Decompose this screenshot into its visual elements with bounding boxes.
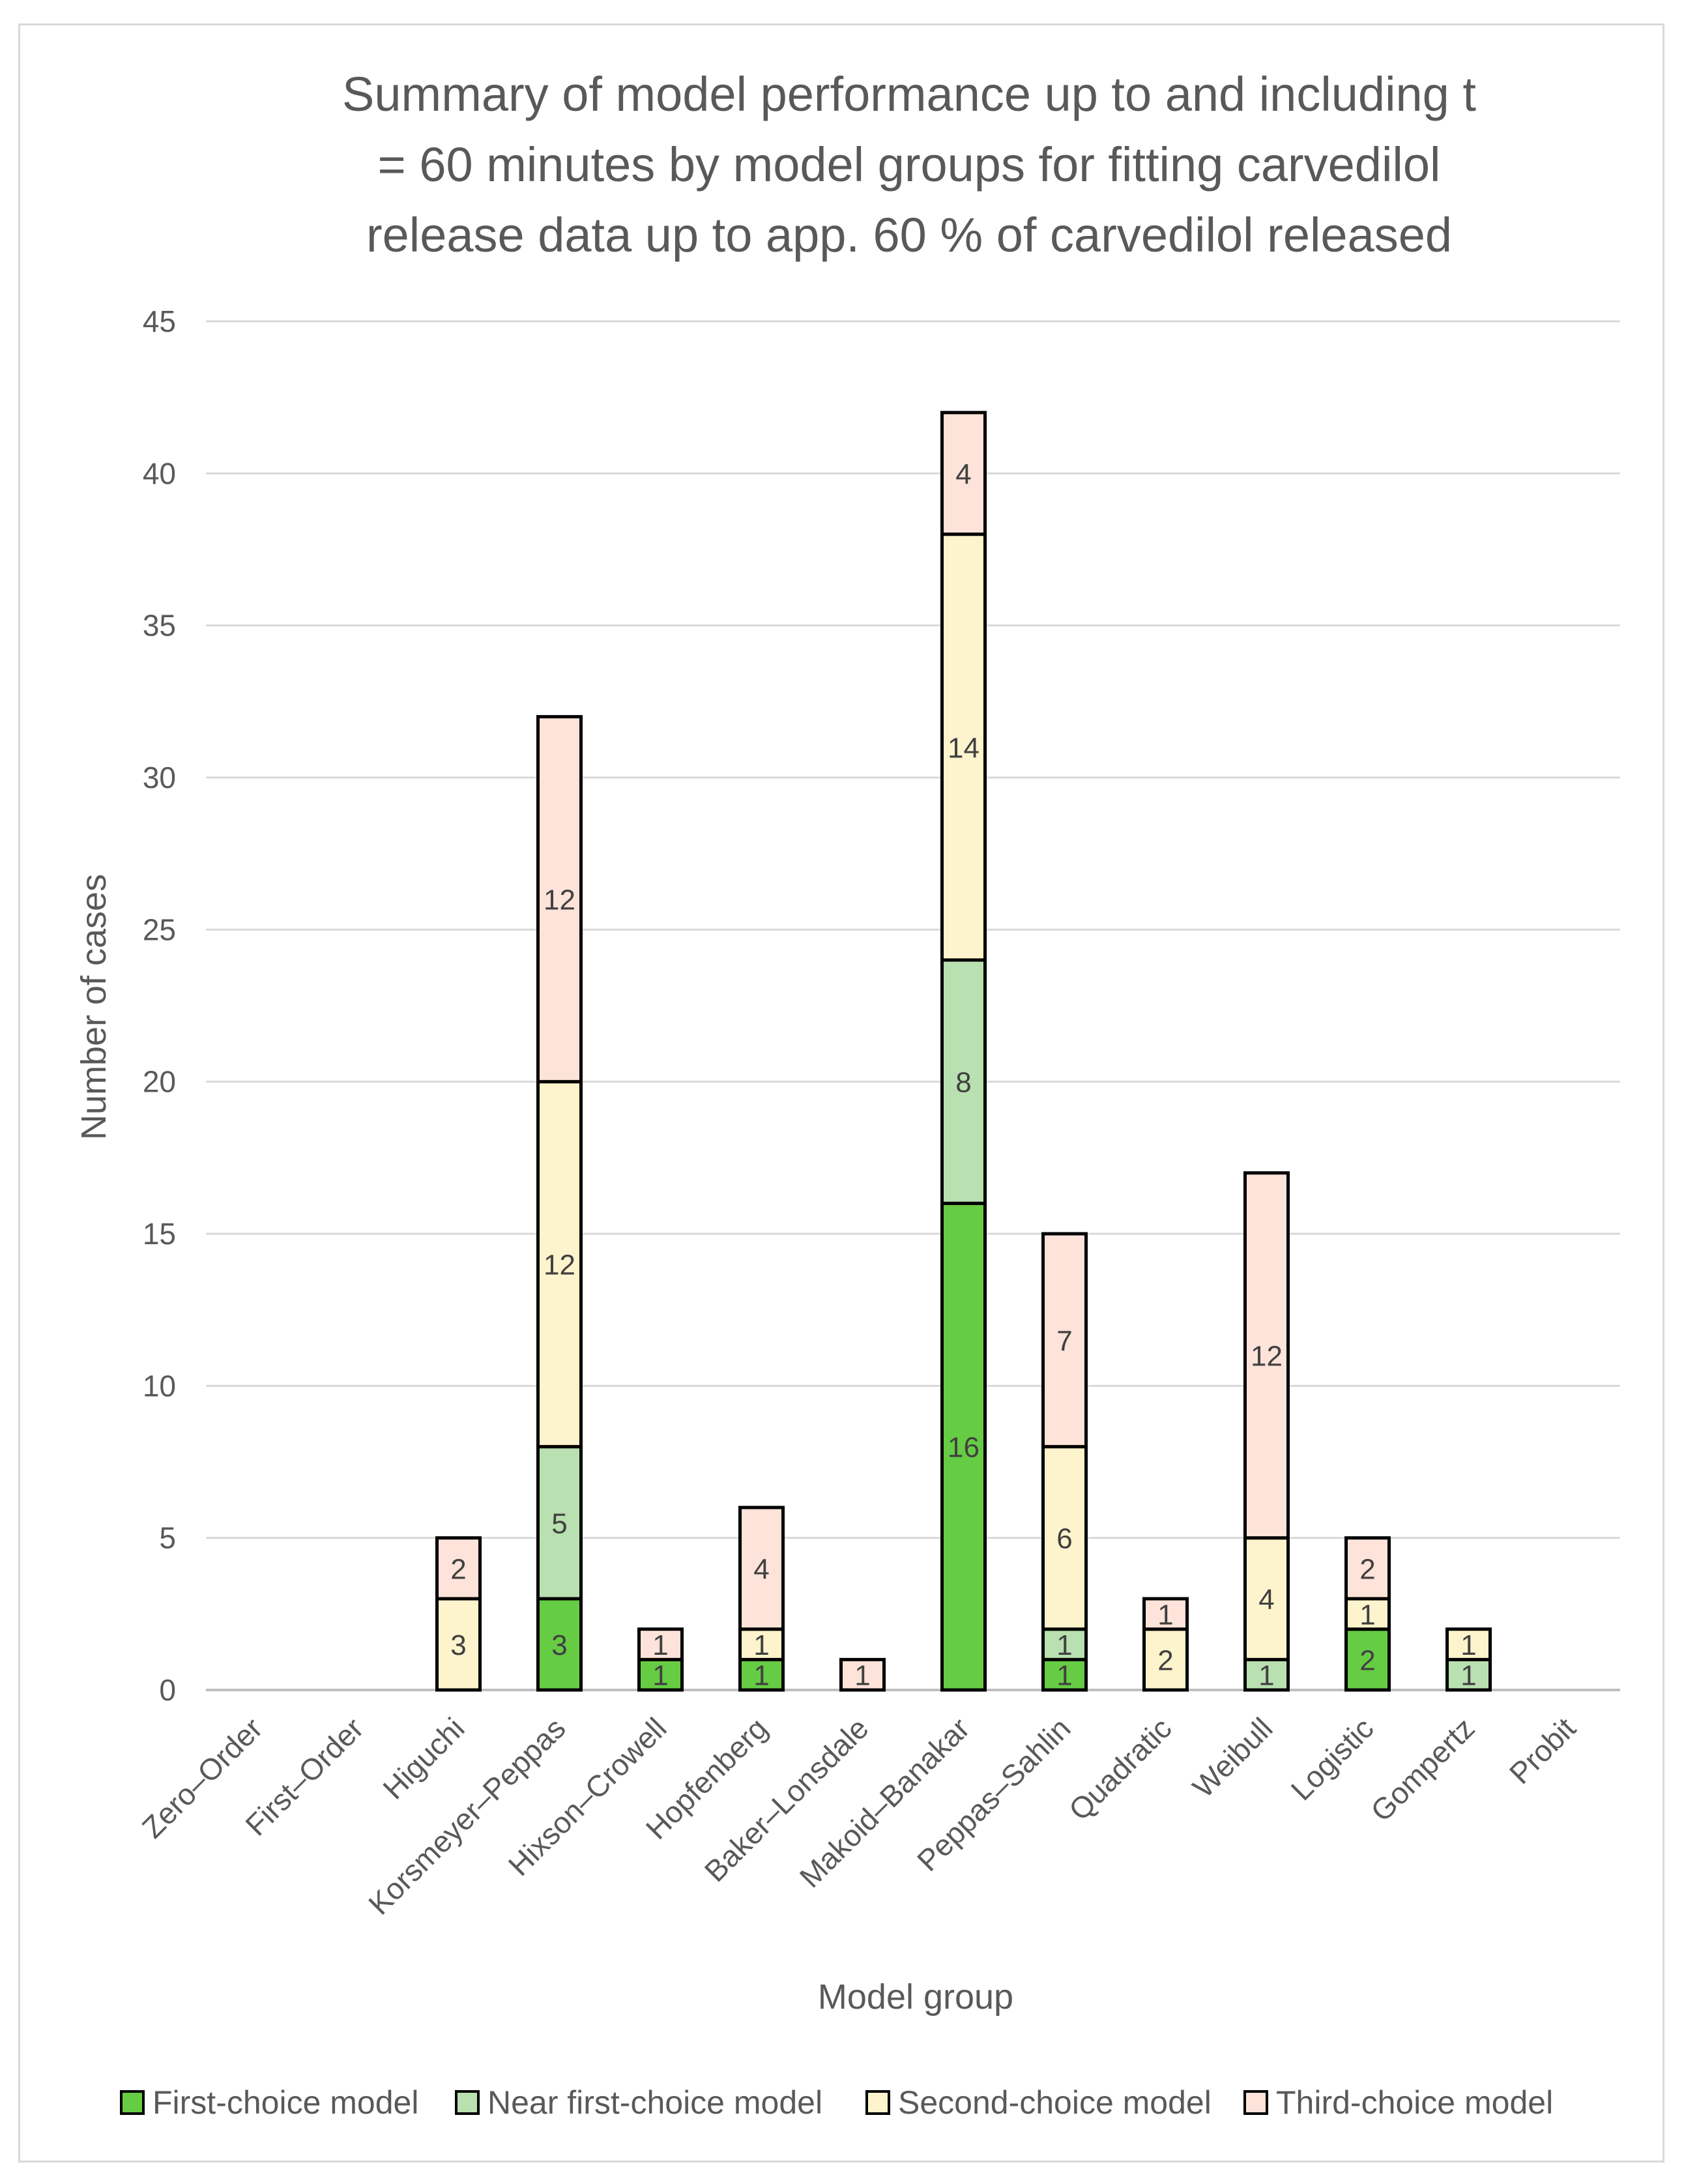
x-category-label: Weibull	[1186, 1711, 1279, 1804]
data-label: 8	[955, 1067, 971, 1099]
data-label: 3	[551, 1629, 567, 1661]
bar-segment	[1243, 1536, 1290, 1661]
x-category-label: Gompertz	[1364, 1711, 1481, 1828]
y-tick-label: 0	[159, 1673, 176, 1707]
y-tick-label: 40	[143, 456, 176, 490]
legend: First-choice model Near first-choice mode…	[120, 2084, 1553, 2121]
bar-segment	[1445, 1627, 1492, 1661]
bar-segment	[637, 1657, 684, 1692]
y-tick-label: 35	[143, 609, 176, 643]
data-label: 1	[753, 1629, 769, 1661]
data-label: 6	[1056, 1523, 1072, 1555]
data-label: 1	[1359, 1599, 1375, 1631]
y-tick-label: 20	[143, 1065, 176, 1099]
data-label: 2	[450, 1553, 466, 1585]
data-label: 1	[1460, 1660, 1476, 1692]
legend-label: Second-choice model	[898, 2084, 1212, 2121]
data-label: 2	[1359, 1553, 1375, 1585]
chart-title-line-3: release data up to app. 60 % of carvedil…	[366, 208, 1452, 262]
chart-title: Summary of model performance up to and i…	[342, 67, 1476, 262]
data-label: 14	[948, 732, 980, 764]
data-label: 1	[1056, 1629, 1072, 1661]
x-category-label: Logistic	[1285, 1711, 1380, 1807]
bar-segment	[536, 1080, 583, 1449]
bar-segment	[738, 1506, 785, 1631]
data-label: 1	[652, 1629, 668, 1661]
bar-segment	[940, 411, 987, 536]
x-axis-title: Model group	[818, 1977, 1013, 2017]
bar-segment	[839, 1657, 886, 1692]
data-label: 3	[450, 1629, 466, 1661]
data-label: 16	[948, 1432, 980, 1464]
chart-title-line-1: Summary of model performance up to and i…	[342, 67, 1476, 121]
x-category-label: Korsmeyer–Peppas	[362, 1711, 572, 1921]
chart-frame	[18, 23, 1664, 2162]
data-label: 1	[753, 1660, 769, 1692]
bar-segment	[536, 715, 583, 1084]
data-label: 1	[1460, 1629, 1476, 1661]
data-label: 2	[1157, 1644, 1173, 1676]
data-label: 1	[1157, 1599, 1173, 1631]
gridlines	[206, 320, 1620, 1691]
bar-segment	[940, 532, 987, 962]
y-tick-label: 5	[159, 1521, 176, 1555]
data-label: 12	[544, 884, 575, 916]
data-label: 1	[854, 1660, 870, 1692]
legend-swatch	[455, 2090, 480, 2115]
data-label: 4	[1258, 1584, 1274, 1616]
y-tick-label: 25	[143, 912, 176, 946]
y-axis-ticks: 0 5 10 15 20 25 30 35 40 45	[143, 304, 176, 1707]
chart-title-line-2: = 60 minutes by model groups for fitting…	[378, 138, 1441, 192]
y-tick-label: 30	[143, 761, 176, 794]
legend-label: Third-choice model	[1276, 2084, 1553, 2121]
x-category-label: Quadratic	[1062, 1711, 1178, 1827]
legend-swatch	[1243, 2090, 1268, 2115]
bar-segment	[1041, 1232, 1088, 1449]
bar-segment	[1142, 1627, 1189, 1692]
x-category-label: Makoid–Banakar	[793, 1711, 976, 1894]
data-label: 1	[1056, 1660, 1072, 1692]
data-label: 4	[955, 458, 971, 490]
bar-segment	[738, 1627, 785, 1661]
data-label: 12	[1251, 1341, 1283, 1373]
data-label: 4	[753, 1553, 769, 1585]
bars	[435, 411, 1492, 1692]
legend-swatch	[120, 2090, 145, 2115]
legend-label: Near first-choice model	[487, 2084, 822, 2121]
data-label: 7	[1056, 1325, 1072, 1357]
bar-segment	[1243, 1171, 1290, 1540]
bar-segment	[1142, 1597, 1189, 1631]
bar-segment	[435, 1536, 482, 1601]
legend-label: First-choice model	[152, 2084, 418, 2121]
data-label: 1	[1258, 1660, 1274, 1692]
y-tick-label: 15	[143, 1217, 176, 1251]
data-label: 2	[1359, 1644, 1375, 1676]
y-tick-label: 45	[143, 304, 176, 338]
bar-segment	[536, 1445, 583, 1601]
bar-segment	[536, 1597, 583, 1692]
x-category-label: Probit	[1503, 1711, 1582, 1790]
legend-swatch	[865, 2090, 890, 2115]
data-label: 12	[544, 1249, 575, 1281]
bar-segment	[1344, 1536, 1391, 1601]
bar-segment	[1344, 1627, 1391, 1692]
data-label: 1	[652, 1660, 668, 1692]
x-category-label: Higuchi	[376, 1711, 471, 1805]
bar-segment	[637, 1627, 684, 1661]
bar-segment	[738, 1657, 785, 1692]
data-label: 5	[551, 1507, 567, 1539]
y-axis-title: Number of cases	[74, 874, 113, 1140]
y-tick-label: 10	[143, 1369, 176, 1403]
